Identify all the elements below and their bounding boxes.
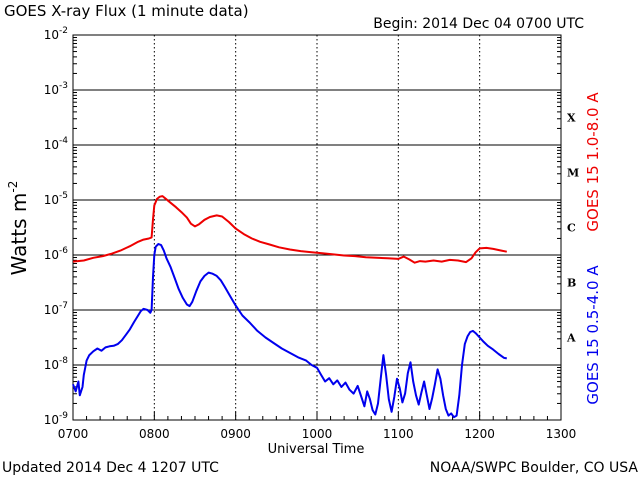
legend-blue-series: GOES 15 0.5-4.0 A [584,265,602,405]
y-tick-label: 10-2 [44,26,68,42]
flare-class-m: M [567,167,579,180]
y-axis-label: Watts m-2 [6,181,31,276]
x-tick-label: 0900 [220,427,251,441]
y-tick-label: 10-6 [44,246,69,262]
x-axis-label: Universal Time [268,442,365,457]
y-tick-label: 10-7 [44,301,68,317]
flare-class-x: X [567,112,576,125]
y-tick-label: 10-4 [44,136,69,152]
flare-class-b: B [567,277,576,290]
flare-class-c: C [567,222,576,235]
x-tick-label: 1100 [383,427,414,441]
series-layer [72,195,507,419]
credit-label: NOAA/SWPC Boulder, CO USA [430,460,639,476]
svg-text:Watts m-2: Watts m-2 [6,181,31,276]
legend-red-series: GOES 15 1.0-8.0 A [584,92,602,232]
x-tick-label: 1000 [302,427,333,441]
begin-time-label: Begin: 2014 Dec 04 0700 UTC [373,16,584,32]
grid-layer [72,35,562,420]
y-tick-label: 10-5 [44,191,68,207]
x-tick-label: 0800 [139,427,170,441]
flare-class-labels: A B C M X [566,112,579,345]
y-tick-label: 10-8 [44,356,69,372]
y-axis-label-exponent: -2 [6,181,20,193]
y-tick-label: 10-9 [44,411,69,427]
x-tick-label: 1200 [464,427,495,441]
x-tick-label: 1300 [546,427,577,441]
updated-label: Updated 2014 Dec 4 1207 UTC [2,460,219,476]
tick-labels: 10-9 10-8 10-7 10-6 10-5 10-4 10-3 10-2 0700 0800… [44,26,577,441]
chart-title: GOES X-ray Flux (1 minute data) [4,2,249,20]
x-tick-label: 0700 [58,427,89,441]
y-tick-label: 10-3 [44,81,68,97]
y-axis-label-main: Watts m [7,193,31,276]
series-line-blue [72,243,507,419]
flare-class-a: A [566,332,576,345]
series-line-red [72,195,507,264]
